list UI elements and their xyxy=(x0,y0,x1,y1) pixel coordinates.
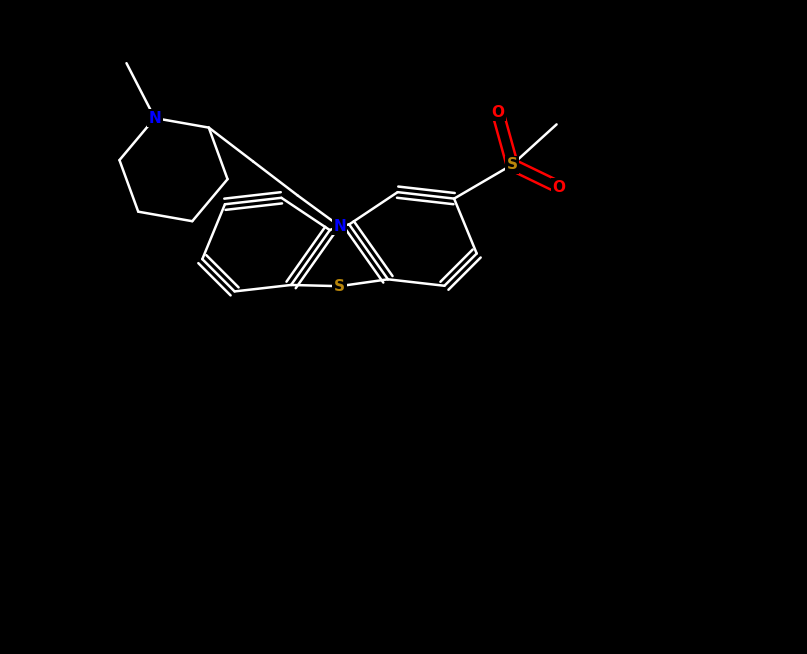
Text: O: O xyxy=(491,105,504,120)
Text: O: O xyxy=(553,180,566,195)
Text: N: N xyxy=(333,218,346,233)
Text: S: S xyxy=(334,279,345,294)
Text: S: S xyxy=(507,157,518,172)
Text: N: N xyxy=(148,111,161,126)
